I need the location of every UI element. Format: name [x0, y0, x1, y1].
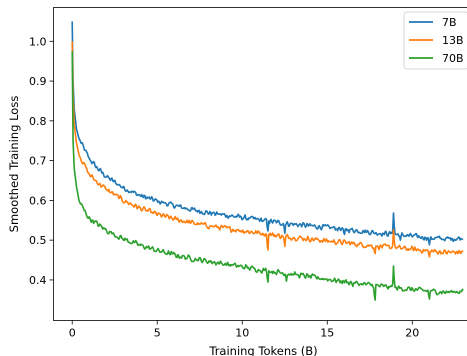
x-tick-label: 5 [154, 327, 161, 340]
x-tick-label: 20 [405, 327, 419, 340]
y-tick-label: 0.7 [29, 155, 47, 168]
y-tick-label: 0.6 [29, 194, 47, 207]
legend-box [403, 11, 467, 70]
y-tick-label: 0.4 [29, 274, 47, 287]
x-tick-label: 15 [320, 327, 334, 340]
legend: 7B 13B 70B [403, 11, 467, 70]
legend-label-70b: 70B [442, 52, 464, 65]
x-tick-label: 0 [69, 327, 76, 340]
x-axis-label: Training Tokens (B) [208, 344, 317, 356]
series-line-70b [71, 51, 464, 301]
x-tick-label: 10 [235, 327, 249, 340]
y-axis: 0.4 0.5 0.6 0.7 0.8 0.9 1.0 [29, 35, 54, 287]
y-tick-label: 0.5 [29, 234, 47, 247]
x-axis: 0 5 10 15 20 [69, 320, 419, 340]
series-line-13b [71, 41, 464, 258]
y-tick-label: 0.9 [29, 75, 47, 88]
y-tick-label: 1.0 [29, 35, 47, 48]
series-layer [71, 21, 464, 301]
legend-label-13b: 13B [442, 34, 464, 47]
plot-frame [53, 7, 467, 321]
legend-label-7b: 7B [442, 16, 457, 29]
y-tick-label: 0.8 [29, 115, 47, 128]
y-axis-label: Smoothed Training Loss [7, 96, 21, 233]
series-line-7b [71, 21, 464, 246]
